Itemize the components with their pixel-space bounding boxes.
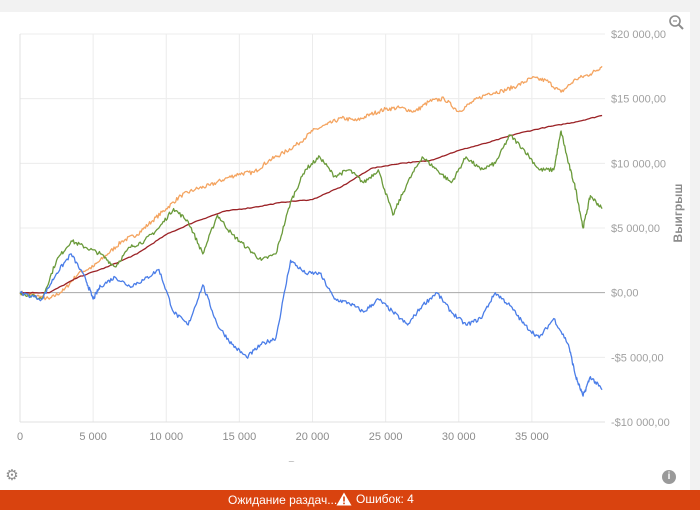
x-tick-label: 20 000	[296, 431, 330, 443]
series-line-3	[19, 130, 603, 300]
y-tick-label: $20 000,00	[611, 29, 666, 41]
x-tick-label: 25 000	[369, 431, 403, 443]
info-icon[interactable]: i	[662, 470, 676, 484]
series-line-4	[19, 253, 603, 397]
magnifier-icon[interactable]	[668, 14, 686, 32]
y-tick-label: $15 000,00	[611, 94, 666, 106]
y-tick-label: $5 000,00	[611, 223, 660, 235]
status-errors-text: Ошибок: 4	[356, 492, 414, 506]
status-errors[interactable]: Ошибок: 4	[336, 492, 414, 506]
series-line-2	[19, 114, 603, 294]
x-tick-label: 30 000	[442, 431, 476, 443]
y-tick-label: $10 000,00	[611, 158, 666, 170]
x-tick-label: 10 000	[149, 431, 183, 443]
right-scroll-edge	[690, 12, 700, 490]
profit-chart: 0 5 000 10 000 15 000 20 000 25 000 30 000 35 0…	[17, 29, 685, 473]
x-tick-label: 15 000	[223, 431, 257, 443]
series-line-1	[19, 65, 603, 301]
status-bar: Ожидание раздач... Ошибок: 4	[0, 490, 700, 510]
x-axis-title: Раздачи	[288, 459, 337, 462]
y-tick-label: -$5 000,00	[611, 352, 664, 364]
x-tick-label: 0	[17, 431, 23, 443]
top-bar	[0, 0, 700, 12]
status-waiting-text: Ожидание раздач...	[228, 493, 338, 507]
y-tick-label: $0,00	[611, 288, 639, 300]
y-tick-label: -$10 000,00	[611, 417, 670, 429]
y-axis-title: Выигрыш	[671, 184, 685, 243]
warning-icon	[336, 492, 352, 506]
chart-area: 0 5 000 10 000 15 000 20 000 25 000 30 000 35 0…	[0, 12, 700, 473]
gear-icon[interactable]: ⚙	[5, 467, 19, 484]
x-tick-label: 35 000	[515, 431, 549, 443]
x-tick-label: 5 000	[79, 431, 107, 443]
